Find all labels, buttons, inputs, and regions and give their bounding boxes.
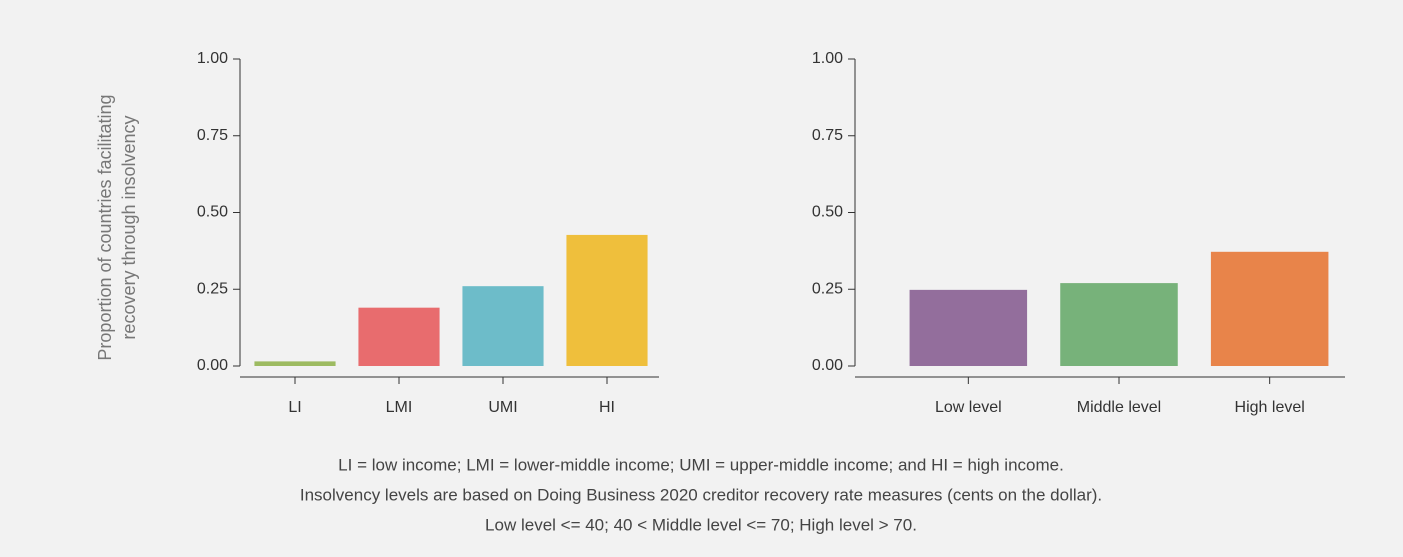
bar <box>462 286 544 366</box>
bar <box>1060 283 1178 366</box>
y-tick-label: 0.00 <box>197 357 228 374</box>
x-tick-label: Low level <box>935 399 1002 416</box>
bar <box>909 289 1028 366</box>
bar <box>254 361 336 366</box>
x-tick-label: HI <box>599 399 615 416</box>
y-tick-label: 0.00 <box>812 357 843 374</box>
y-tick-label: 1.00 <box>197 50 228 67</box>
caption: Insolvency levels are based on Doing Bus… <box>300 485 1102 504</box>
caption: LI = low income; LMI = lower-middle inco… <box>338 455 1064 474</box>
y-tick-label: 0.50 <box>812 204 843 221</box>
y-tick-label: 1.00 <box>812 50 843 67</box>
x-tick-label: LI <box>288 399 301 416</box>
bar <box>566 234 648 366</box>
y-tick-label: 0.75 <box>197 127 228 144</box>
y-tick-label: 0.25 <box>197 280 228 297</box>
caption: Low level <= 40; 40 < Middle level <= 70… <box>485 515 917 534</box>
bar <box>358 307 440 366</box>
y-axis-label: Proportion of countries facilitating <box>95 94 115 360</box>
x-tick-label: Middle level <box>1077 399 1161 416</box>
y-tick-label: 0.25 <box>812 280 843 297</box>
x-tick-label: UMI <box>488 399 517 416</box>
bar <box>1210 251 1329 366</box>
x-tick-label: LMI <box>386 399 413 416</box>
y-axis-label: recovery through insolvency <box>119 115 139 339</box>
y-tick-label: 0.75 <box>812 127 843 144</box>
x-tick-label: High level <box>1235 399 1305 416</box>
y-tick-label: 0.50 <box>197 204 228 221</box>
